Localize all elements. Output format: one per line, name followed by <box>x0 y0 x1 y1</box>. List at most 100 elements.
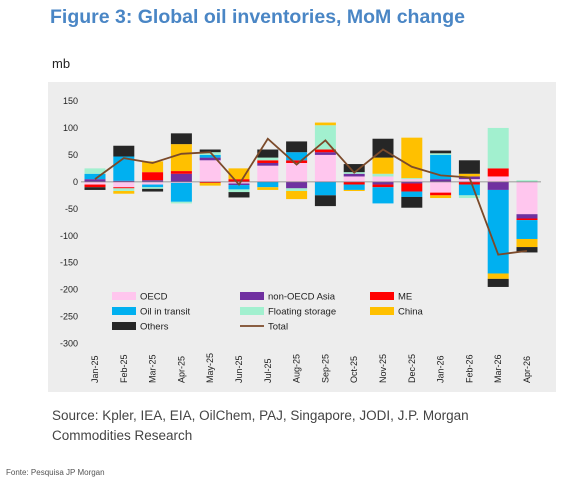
bar-segment-china <box>343 189 365 192</box>
bar-segment-oil-in-transit <box>142 184 164 188</box>
bar-segment-oecd <box>170 181 192 183</box>
chart-title: Figure 3: Global oil inventories, MoM ch… <box>50 6 465 28</box>
bar-segment-non-oecd-asia <box>170 173 192 182</box>
bar-segment-floating-storage <box>430 153 452 155</box>
bar-segment-floating-storage <box>286 188 308 192</box>
bar-segment-floating-storage <box>516 180 538 182</box>
bar-segment-me <box>458 181 480 185</box>
bar-segment-me <box>516 218 538 221</box>
bar-segment-china <box>113 191 135 194</box>
bar-segment-china <box>170 144 192 172</box>
bar-segment-non-oecd-asia <box>516 214 538 219</box>
bar-segment-china <box>228 168 250 180</box>
legend-label-others: Others <box>140 322 169 333</box>
bar-segment-non-oecd-asia <box>286 181 308 189</box>
bar-segment-me <box>257 160 279 163</box>
y-tick-label: -200 <box>60 285 78 295</box>
bar-segment-china <box>458 173 480 177</box>
bar-segment-me <box>401 183 423 192</box>
x-tick-label: Apr-25 <box>176 356 186 383</box>
y-tick-label: -150 <box>60 258 78 268</box>
legend-label-china: China <box>398 307 424 318</box>
bar-segment-oecd <box>142 181 164 185</box>
y-tick-label: 50 <box>68 150 78 160</box>
x-tick-label: Aug-25 <box>292 354 302 383</box>
bar-segment-floating-storage <box>314 125 336 150</box>
bar-segment-others <box>314 195 336 207</box>
legend-swatch-china <box>370 307 394 315</box>
bar-segment-oil-in-transit <box>170 182 192 202</box>
bar-segment-others <box>113 145 135 157</box>
legend-label-me: ME <box>398 292 412 303</box>
bar-segment-me <box>228 179 250 182</box>
legend-label-non-oecd-asia: non-OECD Asia <box>268 292 336 303</box>
bar-segment-china <box>487 273 509 279</box>
bar-segment-non-oecd-asia <box>199 157 221 161</box>
bar-segment-non-oecd-asia <box>343 173 365 177</box>
bar-segment-oil-in-transit <box>84 173 106 180</box>
bar-segment-oecd <box>84 181 106 185</box>
y-tick-label: -300 <box>60 339 78 349</box>
x-tick-label: Apr-26 <box>522 356 532 383</box>
x-tick-label: Sep-25 <box>320 354 330 383</box>
credit-note: Fonte: Pesquisa JP Morgan <box>6 468 105 477</box>
bar-segment-oecd <box>199 160 221 182</box>
bar-segment-oil-in-transit <box>401 191 423 197</box>
bar-segment-oil-in-transit <box>228 185 250 190</box>
bar-segment-oecd <box>113 181 135 188</box>
legend-swatch-oecd <box>112 292 136 300</box>
bar-segment-oil-in-transit <box>372 187 394 204</box>
bar-segment-me <box>314 149 336 153</box>
y-tick-label: 100 <box>63 123 78 133</box>
bar-segment-china <box>401 137 423 179</box>
bar-segment-floating-storage <box>84 168 106 174</box>
bar-segment-floating-storage <box>113 188 135 192</box>
bar-segment-others <box>401 196 423 208</box>
plot-background <box>48 82 556 392</box>
bar-segment-oecd <box>372 176 394 182</box>
bar-segment-china <box>257 187 279 190</box>
bar-segment-floating-storage <box>142 187 164 189</box>
bar-segment-oecd <box>516 181 538 215</box>
bar-segment-others <box>84 187 106 190</box>
legend-swatch-me <box>370 292 394 300</box>
x-tick-label: Jan-26 <box>436 355 446 383</box>
bar-segment-oecd <box>458 179 480 182</box>
bar-segment-others <box>142 188 164 192</box>
y-tick-label: -100 <box>60 231 78 241</box>
x-tick-label: Mar-26 <box>493 354 503 383</box>
bar-segment-china <box>516 238 538 248</box>
bar-segment-non-oecd-asia <box>487 181 509 190</box>
bar-segment-oecd <box>228 181 250 184</box>
bar-segment-oecd <box>257 165 279 182</box>
bar-segment-oil-in-transit <box>286 152 308 161</box>
bar-segment-china <box>314 122 336 126</box>
x-tick-label: Mar-25 <box>148 354 158 383</box>
bar-segment-others <box>430 150 452 154</box>
bar-segment-others <box>228 192 250 198</box>
bar-segment-oecd <box>314 154 336 182</box>
source-note: Source: Kpler, IEA, EIA, OilChem, PAJ, S… <box>52 408 469 443</box>
y-tick-label: 0 <box>73 177 78 187</box>
bar-segment-others <box>343 164 365 173</box>
bar-segment-china <box>372 157 394 174</box>
bar-segment-me <box>372 184 394 188</box>
bar-segment-non-oecd-asia <box>401 181 423 184</box>
bar-segment-me <box>430 192 452 196</box>
bar-segment-others <box>487 278 509 287</box>
bar-segment-floating-storage <box>458 195 480 199</box>
bar-segment-oil-in-transit <box>257 181 279 188</box>
bar-segment-non-oecd-asia <box>314 152 336 155</box>
bar-segment-oil-in-transit <box>516 220 538 239</box>
bar-segment-others <box>257 149 279 158</box>
bar-segment-oecd <box>487 176 509 182</box>
legend-swatch-non-oecd-asia <box>240 292 264 300</box>
bar-segment-oecd <box>401 179 423 182</box>
bar-segment-floating-storage <box>257 157 279 161</box>
y-axis-unit: mb <box>52 56 71 71</box>
bar-segment-others <box>199 149 221 153</box>
bar-segment-oil-in-transit <box>487 189 509 274</box>
x-tick-label: Jan-25 <box>90 355 100 383</box>
bar-segment-non-oecd-asia <box>430 179 452 182</box>
bar-segment-oecd <box>430 181 452 193</box>
